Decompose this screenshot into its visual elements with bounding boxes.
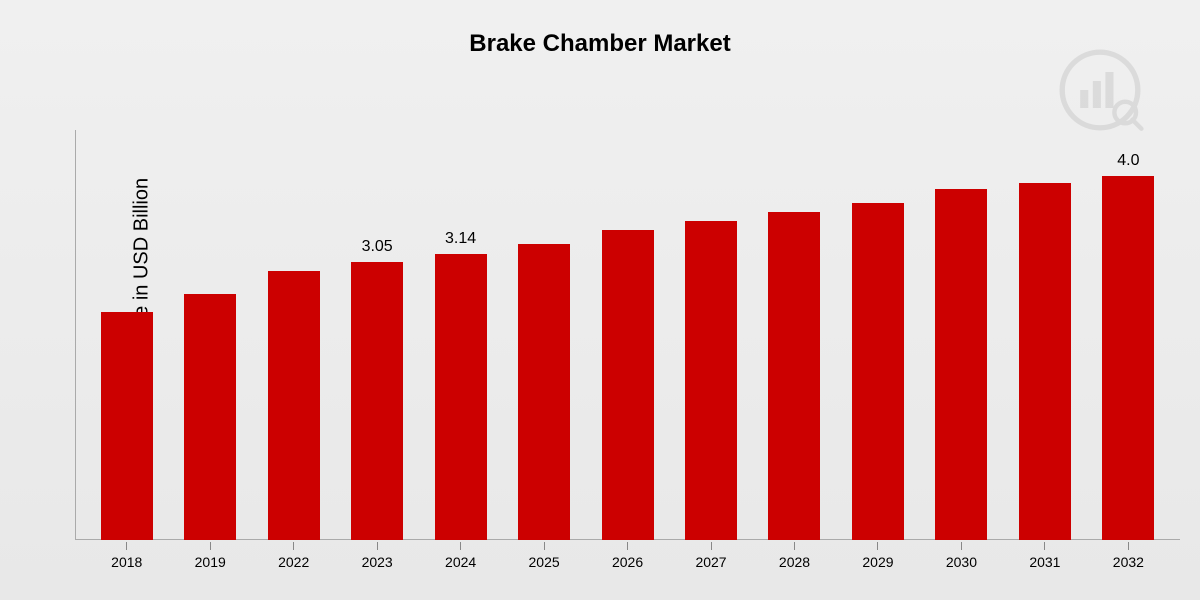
bar-group xyxy=(85,130,168,540)
x-tick-group: 2019 xyxy=(168,542,251,570)
x-tick-label: 2022 xyxy=(278,554,309,570)
x-tick-group: 2018 xyxy=(85,542,168,570)
x-tick-label: 2027 xyxy=(695,554,726,570)
bar xyxy=(852,203,904,540)
x-tick-line xyxy=(794,542,795,550)
x-tick-line xyxy=(460,542,461,550)
x-tick-group: 2030 xyxy=(920,542,1003,570)
x-tick-label: 2024 xyxy=(445,554,476,570)
bar-group: 4.0 xyxy=(1087,130,1170,540)
x-tick-group: 2031 xyxy=(1003,542,1086,570)
watermark-logo xyxy=(1055,45,1145,135)
bar-group xyxy=(836,130,919,540)
x-tick-label: 2030 xyxy=(946,554,977,570)
x-tick-line xyxy=(377,542,378,550)
bar-group xyxy=(168,130,251,540)
bar-group: 3.14 xyxy=(419,130,502,540)
x-tick-group: 2032 xyxy=(1087,542,1170,570)
bar-group xyxy=(1003,130,1086,540)
plot-area: 3.05 3.14 4.0 xyxy=(75,130,1180,540)
x-tick-line xyxy=(711,542,712,550)
x-tick-group: 2025 xyxy=(502,542,585,570)
chart-container: Brake Chamber Market Market Value in USD… xyxy=(0,0,1200,600)
x-tick-group: 2024 xyxy=(419,542,502,570)
x-tick-label: 2029 xyxy=(862,554,893,570)
x-tick-group: 2029 xyxy=(836,542,919,570)
x-tick-line xyxy=(1044,542,1045,550)
x-tick-group: 2028 xyxy=(753,542,836,570)
bar-group xyxy=(252,130,335,540)
bar xyxy=(602,230,654,540)
bar xyxy=(935,189,987,540)
bar-group xyxy=(502,130,585,540)
bar-data-label: 3.05 xyxy=(362,238,393,256)
x-tick-group: 2023 xyxy=(335,542,418,570)
bar-group: 3.05 xyxy=(335,130,418,540)
bar xyxy=(101,312,153,540)
bar xyxy=(435,254,487,540)
x-tick-line xyxy=(293,542,294,550)
x-tick-line xyxy=(210,542,211,550)
x-tick-label: 2019 xyxy=(195,554,226,570)
bar-data-label: 4.0 xyxy=(1117,152,1139,170)
x-tick-line xyxy=(126,542,127,550)
bars-container: 3.05 3.14 4.0 xyxy=(75,130,1180,540)
x-tick-label: 2028 xyxy=(779,554,810,570)
bar xyxy=(1019,183,1071,540)
bar-group xyxy=(669,130,752,540)
x-tick-line xyxy=(544,542,545,550)
x-tick-line xyxy=(1128,542,1129,550)
bar-group xyxy=(920,130,1003,540)
x-tick-label: 2018 xyxy=(111,554,142,570)
bar xyxy=(268,271,320,540)
bar-group xyxy=(753,130,836,540)
chart-title: Brake Chamber Market xyxy=(0,0,1200,58)
bar xyxy=(685,221,737,540)
x-tick-group: 2027 xyxy=(669,542,752,570)
bar-group xyxy=(586,130,669,540)
x-tick-label: 2023 xyxy=(362,554,393,570)
bar xyxy=(1102,176,1154,540)
x-tick-label: 2031 xyxy=(1029,554,1060,570)
x-tick-label: 2026 xyxy=(612,554,643,570)
bar xyxy=(768,212,820,540)
x-tick-label: 2032 xyxy=(1113,554,1144,570)
x-axis: 2018 2019 2022 2023 2024 2025 2026 2027 2028 2029… xyxy=(75,542,1180,570)
bar xyxy=(184,294,236,540)
x-tick-line xyxy=(961,542,962,550)
bar-data-label: 3.14 xyxy=(445,230,476,248)
bar xyxy=(351,262,403,540)
x-tick-group: 2022 xyxy=(252,542,335,570)
x-tick-line xyxy=(627,542,628,550)
x-tick-label: 2025 xyxy=(529,554,560,570)
bar xyxy=(518,244,570,540)
x-tick-line xyxy=(877,542,878,550)
x-tick-group: 2026 xyxy=(586,542,669,570)
